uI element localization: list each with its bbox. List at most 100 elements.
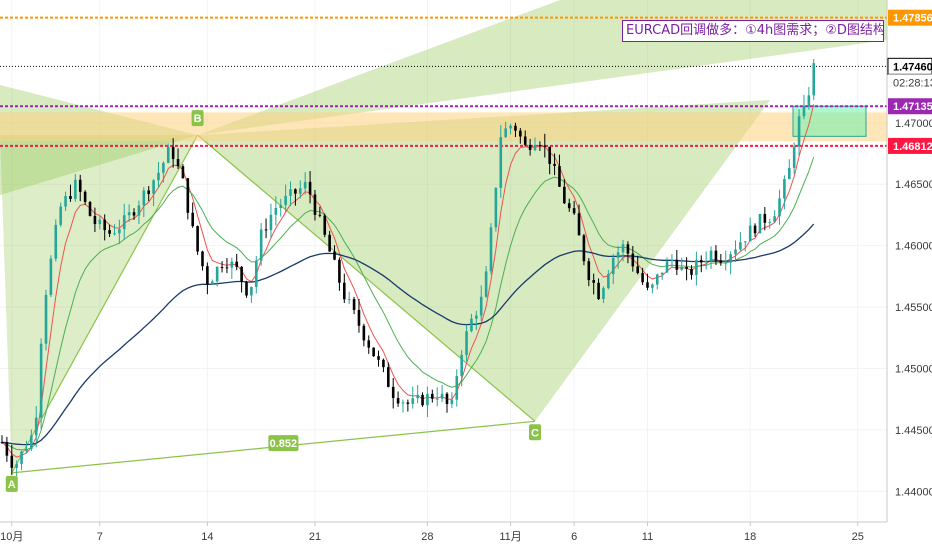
candle-body — [93, 215, 97, 225]
candle-body — [142, 190, 146, 206]
candle-body — [289, 189, 292, 196]
candle-body — [15, 463, 18, 468]
candle-body — [543, 145, 547, 147]
candle-body — [387, 367, 390, 387]
candle-body — [254, 260, 258, 287]
candle-body — [411, 398, 415, 404]
candle-body — [758, 213, 762, 234]
candle-body — [103, 219, 106, 231]
candle-body — [455, 376, 459, 400]
countdown-label: 02:28:13 — [893, 77, 932, 89]
moving-averages — [1, 104, 815, 458]
candle-body — [807, 95, 811, 106]
x-tick-label: 14 — [201, 531, 213, 543]
pattern-ab-line — [11, 134, 199, 474]
candle-body — [34, 417, 38, 436]
candle-body — [171, 146, 175, 160]
price-axis[interactable]: 1.47000 1.46500 1.46000 1.45500 1.45000 1.445… — [886, 0, 932, 550]
pattern-xab-triangle — [0, 135, 198, 473]
time-axis[interactable]: 10月 7 14 21 28 11月 6 11 18 25 — [0, 521, 932, 550]
candle-body — [372, 347, 375, 357]
candle-body — [206, 266, 209, 285]
candle-body — [680, 266, 684, 270]
candle-body — [724, 262, 728, 264]
candle-body — [597, 282, 600, 300]
candle-body — [753, 225, 757, 234]
candle-body — [308, 181, 312, 195]
candle-body — [191, 212, 195, 227]
candle-body — [264, 229, 268, 231]
pattern-point-labels: A B C 0.852 — [5, 110, 542, 492]
candle-body — [25, 449, 28, 452]
pattern-point-C-bg — [529, 424, 542, 441]
candle-body — [743, 241, 747, 243]
candle-body — [108, 230, 111, 234]
candle-body — [699, 260, 703, 263]
candle-body — [64, 196, 67, 207]
candle-body — [401, 402, 405, 404]
candle-body — [78, 179, 82, 192]
candle-body — [421, 394, 424, 406]
candle-body — [294, 189, 297, 194]
x-tick-label: 10月 — [0, 531, 23, 543]
candle-body — [176, 159, 180, 167]
candle-body — [797, 116, 801, 147]
candle-body — [592, 280, 595, 283]
x-tick-label: 18 — [744, 531, 756, 543]
candle-body — [259, 229, 263, 261]
price-tag-1.47135: 1.47135 — [893, 101, 932, 113]
candle-body — [377, 356, 380, 360]
candle-body — [695, 260, 698, 275]
candle-body — [127, 212, 131, 216]
annotation-box[interactable]: EURCAD回调做多：①4h图需求；②D图结构。 — [622, 20, 884, 42]
candle-body — [499, 137, 503, 188]
candle-body — [435, 398, 439, 400]
ema-fast-line — [1, 104, 815, 458]
candle-body — [196, 226, 199, 252]
candle-body — [352, 299, 356, 310]
candle-body — [152, 180, 155, 194]
candle-body — [416, 394, 419, 399]
candle-body — [303, 181, 307, 189]
candle-body — [489, 227, 493, 272]
candle-body — [519, 130, 522, 137]
candle-body — [186, 178, 190, 213]
candle-body — [269, 214, 273, 231]
candle-body — [274, 208, 278, 215]
candle-body — [460, 354, 463, 377]
candle-body — [250, 286, 253, 296]
price-tag-1.47856: 1.47856 — [893, 13, 932, 25]
candle-body — [631, 253, 635, 267]
candle-body — [709, 250, 713, 262]
candle-body — [215, 267, 219, 282]
candle-body — [74, 179, 77, 199]
y-tick-label: 1.44000 — [895, 486, 932, 498]
candle-body — [445, 393, 449, 405]
candle-body — [665, 261, 669, 273]
price-tag-1.47135-bg — [888, 98, 932, 115]
candle-body — [768, 221, 772, 223]
candle-body — [484, 271, 488, 297]
candle-body — [391, 386, 395, 399]
candle-body — [235, 261, 239, 267]
candle-body — [685, 266, 688, 269]
candle-body — [626, 244, 630, 254]
candle-body — [347, 299, 351, 301]
candle-body — [83, 191, 87, 203]
candle-body — [494, 187, 498, 228]
candle-body — [470, 318, 473, 332]
x-tick-label: 28 — [421, 531, 433, 543]
candle-body — [39, 343, 43, 418]
candle-body — [382, 359, 385, 368]
candle-body — [479, 296, 483, 316]
candle-body — [783, 179, 786, 199]
candle-body — [166, 146, 170, 163]
y-tick-label: 1.46500 — [895, 179, 932, 191]
candle-body — [773, 216, 776, 222]
candle-body — [323, 215, 327, 235]
candle-body — [220, 267, 224, 269]
harmonic-pattern — [0, 0, 888, 474]
candle-body — [343, 282, 346, 300]
candle-body — [567, 203, 571, 209]
